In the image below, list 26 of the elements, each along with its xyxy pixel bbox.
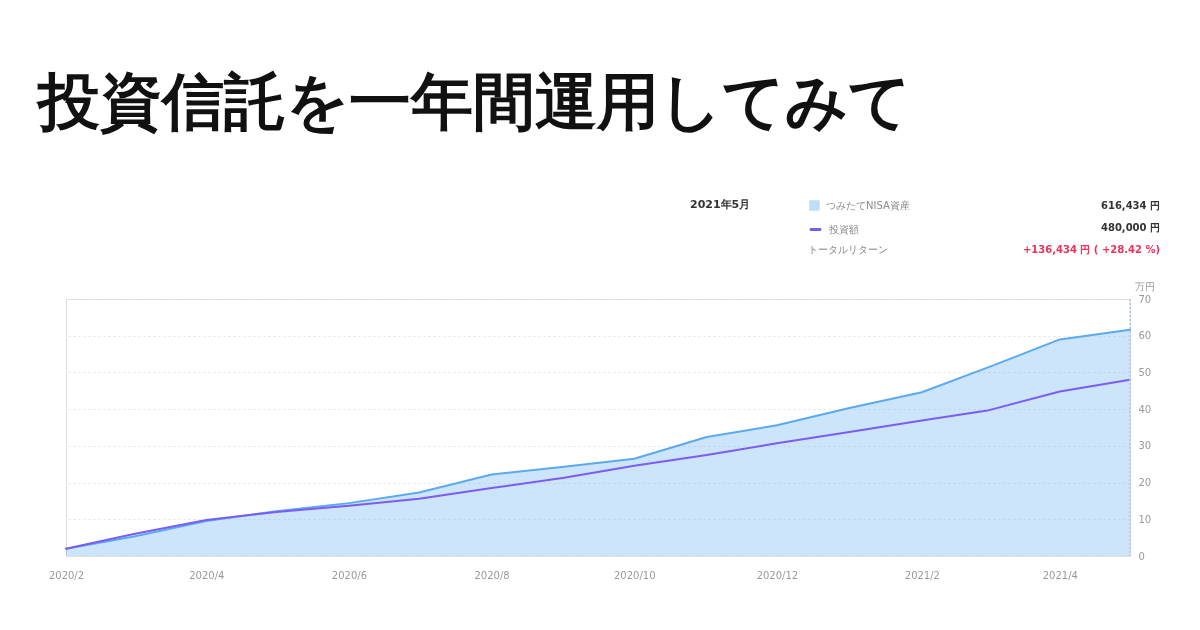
x-tick-label: 2020/10 (613, 569, 656, 581)
y-tick-label: 20 (1138, 477, 1152, 489)
x-tick-label: 2020/8 (474, 569, 510, 581)
y-tick-label: 0 (1138, 550, 1145, 562)
legend-label: つみたてNISA資産 (826, 199, 910, 211)
x-tick-label: 2020/12 (756, 569, 799, 581)
x-tick-label: 2020/6 (331, 569, 368, 581)
chart-title: 投資信託を一年間運用してみて (36, 65, 911, 138)
line-series (65, 378, 1131, 550)
x-tick-label: 2020/2 (48, 569, 85, 581)
x-tick-label: 2021/2 (904, 569, 940, 581)
y-tick-label: 10 (1138, 513, 1152, 525)
y-tick-label: 60 (1138, 330, 1152, 342)
text: 616,434 円 (1100, 200, 1160, 211)
text: 480,000 円 (1100, 222, 1160, 233)
text: +136,434 円 ( +28.42 %) (1022, 244, 1160, 255)
x-tick-label: 2020/4 (189, 569, 225, 581)
legend-label: 投資額 (828, 223, 859, 235)
y-tick-label: 30 (1138, 440, 1152, 452)
legend-title: 2021年5月 (690, 198, 751, 211)
y-tick-label: 70 (1138, 293, 1152, 305)
y-tick-label: 50 (1138, 366, 1152, 378)
y-tick-label: 40 (1138, 403, 1152, 415)
x-tick-label: 2021/4 (1042, 569, 1078, 581)
text: トータルリターン (808, 244, 888, 255)
y-axis-title: 万円 (1134, 280, 1155, 292)
